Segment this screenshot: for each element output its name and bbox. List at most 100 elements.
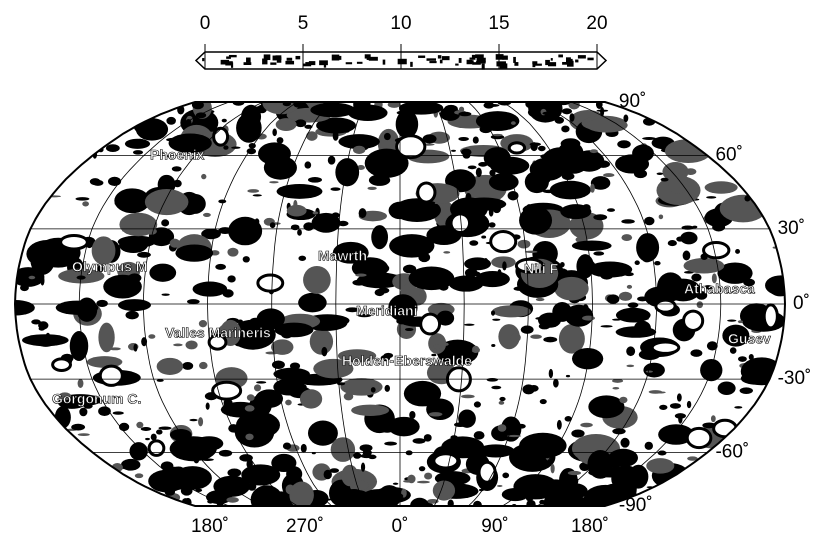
terrain-texture <box>562 108 572 114</box>
place-label: Valles Marineris <box>165 325 271 341</box>
terrain-texture <box>619 292 632 301</box>
terrain-texture <box>141 427 152 431</box>
terrain-texture <box>161 219 169 226</box>
terrain-texture <box>321 347 327 356</box>
crater-highlight <box>656 300 675 312</box>
colorbar-tick-label: 0 <box>200 13 211 34</box>
terrain-texture <box>173 466 212 490</box>
terrain-texture <box>351 405 389 416</box>
terrain-texture <box>285 400 292 406</box>
terrain-texture <box>283 442 291 449</box>
terrain-texture <box>705 181 738 194</box>
terrain-texture <box>473 136 479 143</box>
terrain-texture <box>348 105 388 121</box>
terrain-texture <box>79 408 87 417</box>
crater-highlight <box>214 128 228 145</box>
terrain-texture <box>557 149 590 174</box>
terrain-texture <box>550 181 591 200</box>
colorbar-texture <box>548 62 556 66</box>
place-label: Meridiani <box>356 303 417 319</box>
terrain-texture <box>303 266 331 294</box>
terrain-texture <box>427 105 439 113</box>
terrain-texture <box>135 473 143 478</box>
terrain-texture <box>497 485 503 487</box>
colorbar-texture <box>470 58 473 60</box>
crater-highlight <box>434 454 458 468</box>
terrain-texture <box>469 240 478 245</box>
terrain-texture <box>518 240 531 249</box>
colorbar-texture <box>575 60 578 63</box>
terrain-texture <box>499 401 505 405</box>
crater-highlight <box>149 441 164 456</box>
terrain-texture <box>560 204 591 219</box>
terrain-texture <box>525 251 537 253</box>
crater-highlight <box>61 235 88 248</box>
terrain-texture <box>413 438 426 444</box>
crater-highlight <box>258 275 283 291</box>
terrain-texture <box>568 471 581 475</box>
terrain-texture <box>355 273 366 276</box>
terrain-texture <box>587 450 613 479</box>
terrain-texture <box>612 428 625 434</box>
colorbar-texture <box>567 61 574 67</box>
crater-highlight <box>418 183 435 202</box>
terrain-texture <box>675 413 686 419</box>
terrain-texture <box>222 119 227 123</box>
terrain-texture <box>626 365 634 368</box>
longitude-label: 270˚ <box>286 516 324 537</box>
terrain-texture <box>241 464 280 485</box>
terrain-texture <box>113 411 124 414</box>
terrain-texture <box>201 174 206 179</box>
terrain-texture <box>538 313 561 328</box>
terrain-texture <box>489 222 496 227</box>
terrain-texture <box>492 319 500 321</box>
terrain-texture <box>396 110 419 139</box>
terrain-texture <box>616 308 651 323</box>
terrain-texture <box>256 381 266 383</box>
terrain-texture <box>593 251 604 255</box>
terrain-texture <box>303 222 314 231</box>
colorbar-texture <box>459 58 462 63</box>
terrain-texture <box>270 222 276 228</box>
terrain-texture <box>35 335 56 346</box>
terrain-texture <box>343 129 349 133</box>
terrain-texture <box>75 197 89 201</box>
terrain-texture <box>624 272 633 276</box>
terrain-texture <box>353 452 361 458</box>
colorbar-texture <box>429 61 436 63</box>
terrain-texture <box>740 387 753 394</box>
terrain-texture <box>522 384 534 394</box>
terrain-texture <box>734 406 742 409</box>
terrain-texture <box>369 263 389 274</box>
terrain-texture <box>642 137 656 140</box>
terrain-texture <box>571 429 584 437</box>
colorbar-tick-label: 5 <box>298 13 309 34</box>
terrain-texture <box>486 119 498 125</box>
terrain-texture <box>126 311 139 319</box>
terrain-texture <box>310 329 333 355</box>
terrain-texture <box>313 211 319 214</box>
terrain-texture <box>332 212 340 218</box>
terrain-texture <box>243 256 250 262</box>
terrain-texture <box>474 401 481 407</box>
terrain-texture <box>206 403 210 410</box>
terrain-texture <box>175 244 213 261</box>
terrain-texture <box>133 344 137 352</box>
terrain-texture <box>661 178 669 182</box>
terrain-texture <box>388 417 420 437</box>
crater-highlight <box>100 366 122 385</box>
colorbar-texture <box>287 58 293 61</box>
terrain-texture <box>170 436 217 461</box>
terrain-texture <box>145 438 150 440</box>
terrain-texture <box>433 344 441 349</box>
terrain-texture <box>690 349 702 357</box>
terrain-texture <box>157 379 164 382</box>
terrain-texture <box>331 437 355 462</box>
terrain-texture <box>668 240 677 246</box>
colorbar-texture <box>514 62 518 66</box>
terrain-texture <box>227 248 238 257</box>
crater-highlight <box>714 420 737 437</box>
colorbar-texture <box>367 58 370 60</box>
terrain-texture <box>492 134 502 136</box>
terrain-texture <box>468 166 477 170</box>
